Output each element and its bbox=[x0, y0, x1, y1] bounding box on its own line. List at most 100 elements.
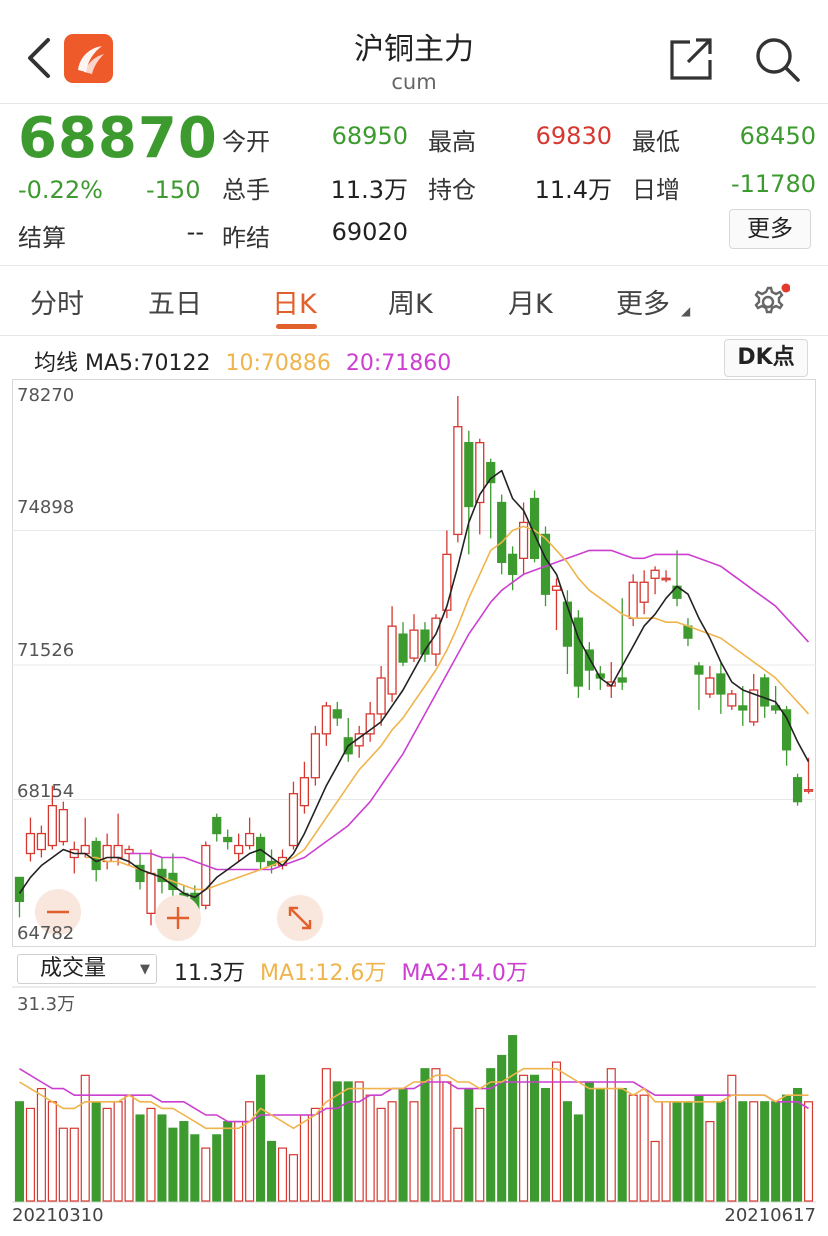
volume-bar bbox=[343, 1081, 353, 1202]
volume-bar bbox=[508, 1035, 518, 1202]
date-end-label: 20210617 bbox=[724, 1205, 816, 1226]
candle bbox=[332, 701, 342, 726]
candle bbox=[288, 781, 299, 850]
candle bbox=[551, 578, 562, 631]
candle bbox=[212, 813, 222, 842]
volume-bar bbox=[760, 1101, 770, 1202]
tab-five-day[interactable]: 五日 bbox=[148, 289, 202, 320]
top-nav-bar: 沪铜主力 cum bbox=[0, 0, 828, 104]
volume-bar bbox=[398, 1087, 408, 1202]
candle bbox=[124, 845, 134, 866]
volume-bar bbox=[102, 1107, 112, 1202]
candle bbox=[36, 825, 46, 858]
volume-bar bbox=[782, 1094, 792, 1202]
contract-code: cum bbox=[391, 70, 437, 94]
candle bbox=[157, 857, 167, 894]
volume-bar bbox=[453, 1127, 463, 1202]
volume-bar bbox=[475, 1107, 485, 1202]
candle bbox=[398, 622, 408, 667]
date-start-label: 20210310 bbox=[12, 1205, 104, 1226]
low-label: 最低 bbox=[632, 128, 680, 156]
tab-more[interactable]: 更多 bbox=[616, 289, 670, 320]
candle bbox=[387, 606, 397, 702]
candlestick-chart[interactable] bbox=[0, 378, 828, 950]
change-amount: -150 bbox=[146, 176, 201, 204]
candle bbox=[69, 841, 79, 874]
candle bbox=[168, 853, 178, 902]
candle bbox=[486, 458, 496, 539]
change-percent: -0.22% bbox=[18, 176, 103, 204]
volume-bar bbox=[234, 1121, 244, 1202]
volume-bar bbox=[409, 1101, 419, 1202]
dk-point-button[interactable]: DK点 bbox=[724, 339, 808, 377]
notification-dot bbox=[781, 283, 790, 293]
tab-daily-k[interactable]: 日K bbox=[272, 289, 317, 320]
plus-icon bbox=[167, 907, 189, 929]
tab-intraday[interactable]: 分时 bbox=[30, 289, 84, 320]
volume-bar bbox=[803, 1101, 814, 1202]
volume-bar bbox=[573, 1114, 583, 1202]
tab-monthly-k[interactable]: 月K bbox=[508, 289, 553, 320]
open-interest-label: 持仓 bbox=[428, 176, 476, 204]
volume-bar bbox=[299, 1114, 309, 1202]
ma20-value: 20:71860 bbox=[345, 351, 452, 376]
volume-ma1: MA1:12.6万 bbox=[260, 961, 387, 986]
indicator-select[interactable]: 成交量 bbox=[17, 954, 157, 984]
volume-bar bbox=[727, 1074, 737, 1202]
open-label: 今开 bbox=[222, 128, 270, 156]
candle bbox=[683, 618, 693, 647]
volume-bar bbox=[157, 1114, 167, 1202]
back-arrow-icon[interactable] bbox=[22, 36, 58, 80]
candle bbox=[321, 701, 331, 746]
y-tick-label: 71526 bbox=[17, 640, 75, 661]
page-title: 沪铜主力 bbox=[354, 32, 474, 67]
volume-bar bbox=[14, 1101, 25, 1202]
volume-ma2: MA2:14.0万 bbox=[401, 961, 528, 986]
volume-bar bbox=[223, 1121, 233, 1202]
volume-bar bbox=[256, 1074, 266, 1202]
volume-bar bbox=[562, 1101, 572, 1202]
candle bbox=[47, 785, 57, 850]
y-tick-label: 78270 bbox=[17, 385, 75, 406]
ma-prefix: 均线 bbox=[34, 351, 79, 376]
volume-bar bbox=[146, 1107, 156, 1202]
volume-bar bbox=[650, 1140, 660, 1202]
prev-settle-label: 昨结 bbox=[222, 224, 270, 252]
more-quote-button[interactable]: 更多 bbox=[729, 209, 811, 249]
candle bbox=[573, 610, 583, 698]
search-icon[interactable] bbox=[752, 34, 802, 84]
candle bbox=[310, 725, 320, 786]
candle bbox=[716, 662, 726, 714]
high-label: 最高 bbox=[428, 128, 476, 156]
volume-bar bbox=[793, 1087, 803, 1202]
candle bbox=[760, 674, 770, 718]
candle bbox=[694, 662, 704, 710]
volume-bar bbox=[749, 1101, 759, 1202]
quote-panel: 68870 -0.22% -150 今开 68950 最高 69830 最低 6… bbox=[0, 104, 828, 266]
volume-bar bbox=[639, 1094, 649, 1202]
volume-bar bbox=[201, 1147, 211, 1202]
open-interest-value: 11.4万 bbox=[534, 176, 612, 204]
volume-bar bbox=[431, 1068, 441, 1202]
volume-bar bbox=[212, 1134, 222, 1202]
volume-bar bbox=[376, 1107, 386, 1202]
tab-weekly-k[interactable]: 周K bbox=[388, 289, 433, 320]
candle bbox=[102, 833, 112, 870]
daily-change-value: -11780 bbox=[730, 170, 816, 198]
volume-chart[interactable] bbox=[0, 986, 828, 1204]
ma-legend: 均线 MA5:70122 10:70886 20:71860 bbox=[34, 345, 451, 377]
volume-bar bbox=[464, 1087, 474, 1202]
ma10-value: 10:70886 bbox=[225, 351, 331, 376]
volume-bar bbox=[135, 1114, 145, 1202]
volume-bar bbox=[628, 1094, 638, 1202]
volume-bar bbox=[179, 1121, 189, 1202]
volume-axis-max: 31.3万 bbox=[17, 994, 76, 1015]
share-icon[interactable] bbox=[666, 36, 716, 82]
chart-toolbar bbox=[35, 889, 323, 941]
ma20-line bbox=[129, 549, 810, 871]
candle bbox=[639, 570, 649, 615]
volume-bar bbox=[266, 1140, 277, 1202]
candle bbox=[223, 829, 233, 850]
daily-change-label: 日增 bbox=[632, 176, 680, 204]
settings-gear-icon[interactable] bbox=[750, 282, 790, 322]
